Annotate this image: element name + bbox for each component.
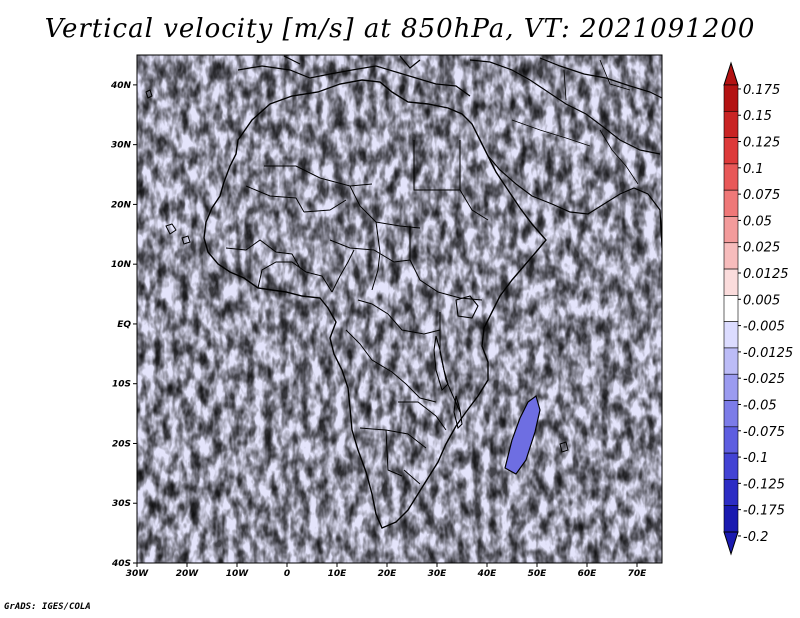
colorbar-swatch (723, 163, 739, 191)
colorbar-label: 0.025 (743, 241, 780, 256)
colorbar-label: -0.0125 (743, 346, 793, 361)
madagascar-outline (504, 394, 541, 475)
colorbar-swatch (723, 295, 739, 322)
lat-tick-label: 10N (111, 260, 132, 270)
colorbar-label: 0.005 (743, 293, 780, 308)
lat-tick-label: 30S (112, 499, 131, 509)
lat-tick-label: EQ (117, 320, 131, 330)
colorbar-label: -0.175 (743, 504, 785, 519)
colorbar-label: -0.05 (743, 398, 777, 413)
lat-tick-label: 40N (110, 81, 132, 91)
longitude-axis: 30W 20W 10W 0 10E 20E 30E 40E 50E 60E 70E (126, 563, 647, 579)
colorbar-swatch (723, 268, 739, 296)
lon-tick-label: 10E (328, 569, 348, 579)
colorbar-swatch (723, 110, 739, 138)
colorbar-bottom-arrow (723, 531, 739, 556)
colorbar-label: 0.15 (743, 109, 772, 124)
colorbar-swatch (723, 242, 739, 270)
colorbar-swatch (723, 452, 739, 480)
lon-tick-label: 0 (284, 569, 290, 579)
plot-frame (136, 54, 663, 564)
colorbar-label: 0.1 (743, 162, 764, 177)
lat-tick-label: 10S (112, 380, 131, 390)
colorbar-label: -0.005 (743, 320, 785, 335)
colorbar-swatch (723, 137, 739, 165)
coastlines (145, 55, 662, 529)
colorbar-swatch (723, 84, 739, 112)
colorbar-swatch (723, 479, 739, 507)
colorbar: 0.175 0.15 0.125 0.1 0.075 0.05 0.025 0.0125 0.0… (723, 61, 793, 556)
colorbar-label: 0.0125 (743, 267, 789, 282)
colorbar-swatch (723, 189, 739, 217)
lat-tick-label: 30N (111, 141, 132, 151)
colorbar-swatch (723, 347, 739, 375)
lon-tick-label: 20E (378, 569, 398, 579)
colorbar-label: -0.2 (743, 530, 768, 545)
colorbar-swatch (723, 216, 739, 244)
lat-tick-label: 20S (112, 439, 131, 449)
grads-footer: GrADS: IGES/COLA (4, 602, 91, 612)
colorbar-label: 0.05 (743, 214, 772, 229)
colorbar-label: -0.1 (743, 451, 768, 466)
colorbar-label: -0.125 (743, 477, 785, 492)
colorbar-top-arrow (723, 61, 739, 86)
colorbar-label: -0.075 (743, 425, 785, 440)
colorbar-swatch (723, 321, 739, 349)
colorbar-label: 0.175 (743, 83, 780, 98)
lon-tick-label: 30E (428, 569, 448, 579)
lon-tick-label: 20W (176, 569, 200, 579)
colorbar-label: -0.025 (743, 372, 785, 387)
colorbar-label: 0.075 (743, 188, 780, 203)
colorbar-swatch (723, 426, 739, 454)
lat-tick-label: 40S (111, 559, 131, 569)
latitude-axis: 40N 30N 20N 10N EQ 10S 20S 30S 40S (110, 81, 137, 569)
lon-tick-label: 30W (126, 569, 150, 579)
lat-tick-label: 20N (111, 200, 132, 210)
lon-tick-label: 70E (628, 569, 648, 579)
colorbar-swatch (723, 400, 739, 428)
map-title: Vertical velocity [m/s] at 850hPa, VT: 2… (44, 14, 756, 44)
lon-tick-label: 50E (528, 569, 548, 579)
lon-tick-label: 10W (226, 569, 250, 579)
colorbar-swatch (723, 373, 739, 401)
colorbar-swatch (723, 505, 739, 533)
lon-tick-label: 40E (477, 569, 498, 579)
lon-tick-label: 60E (578, 569, 598, 579)
vertical-velocity-field (137, 55, 662, 563)
colorbar-label: 0.125 (743, 136, 780, 151)
